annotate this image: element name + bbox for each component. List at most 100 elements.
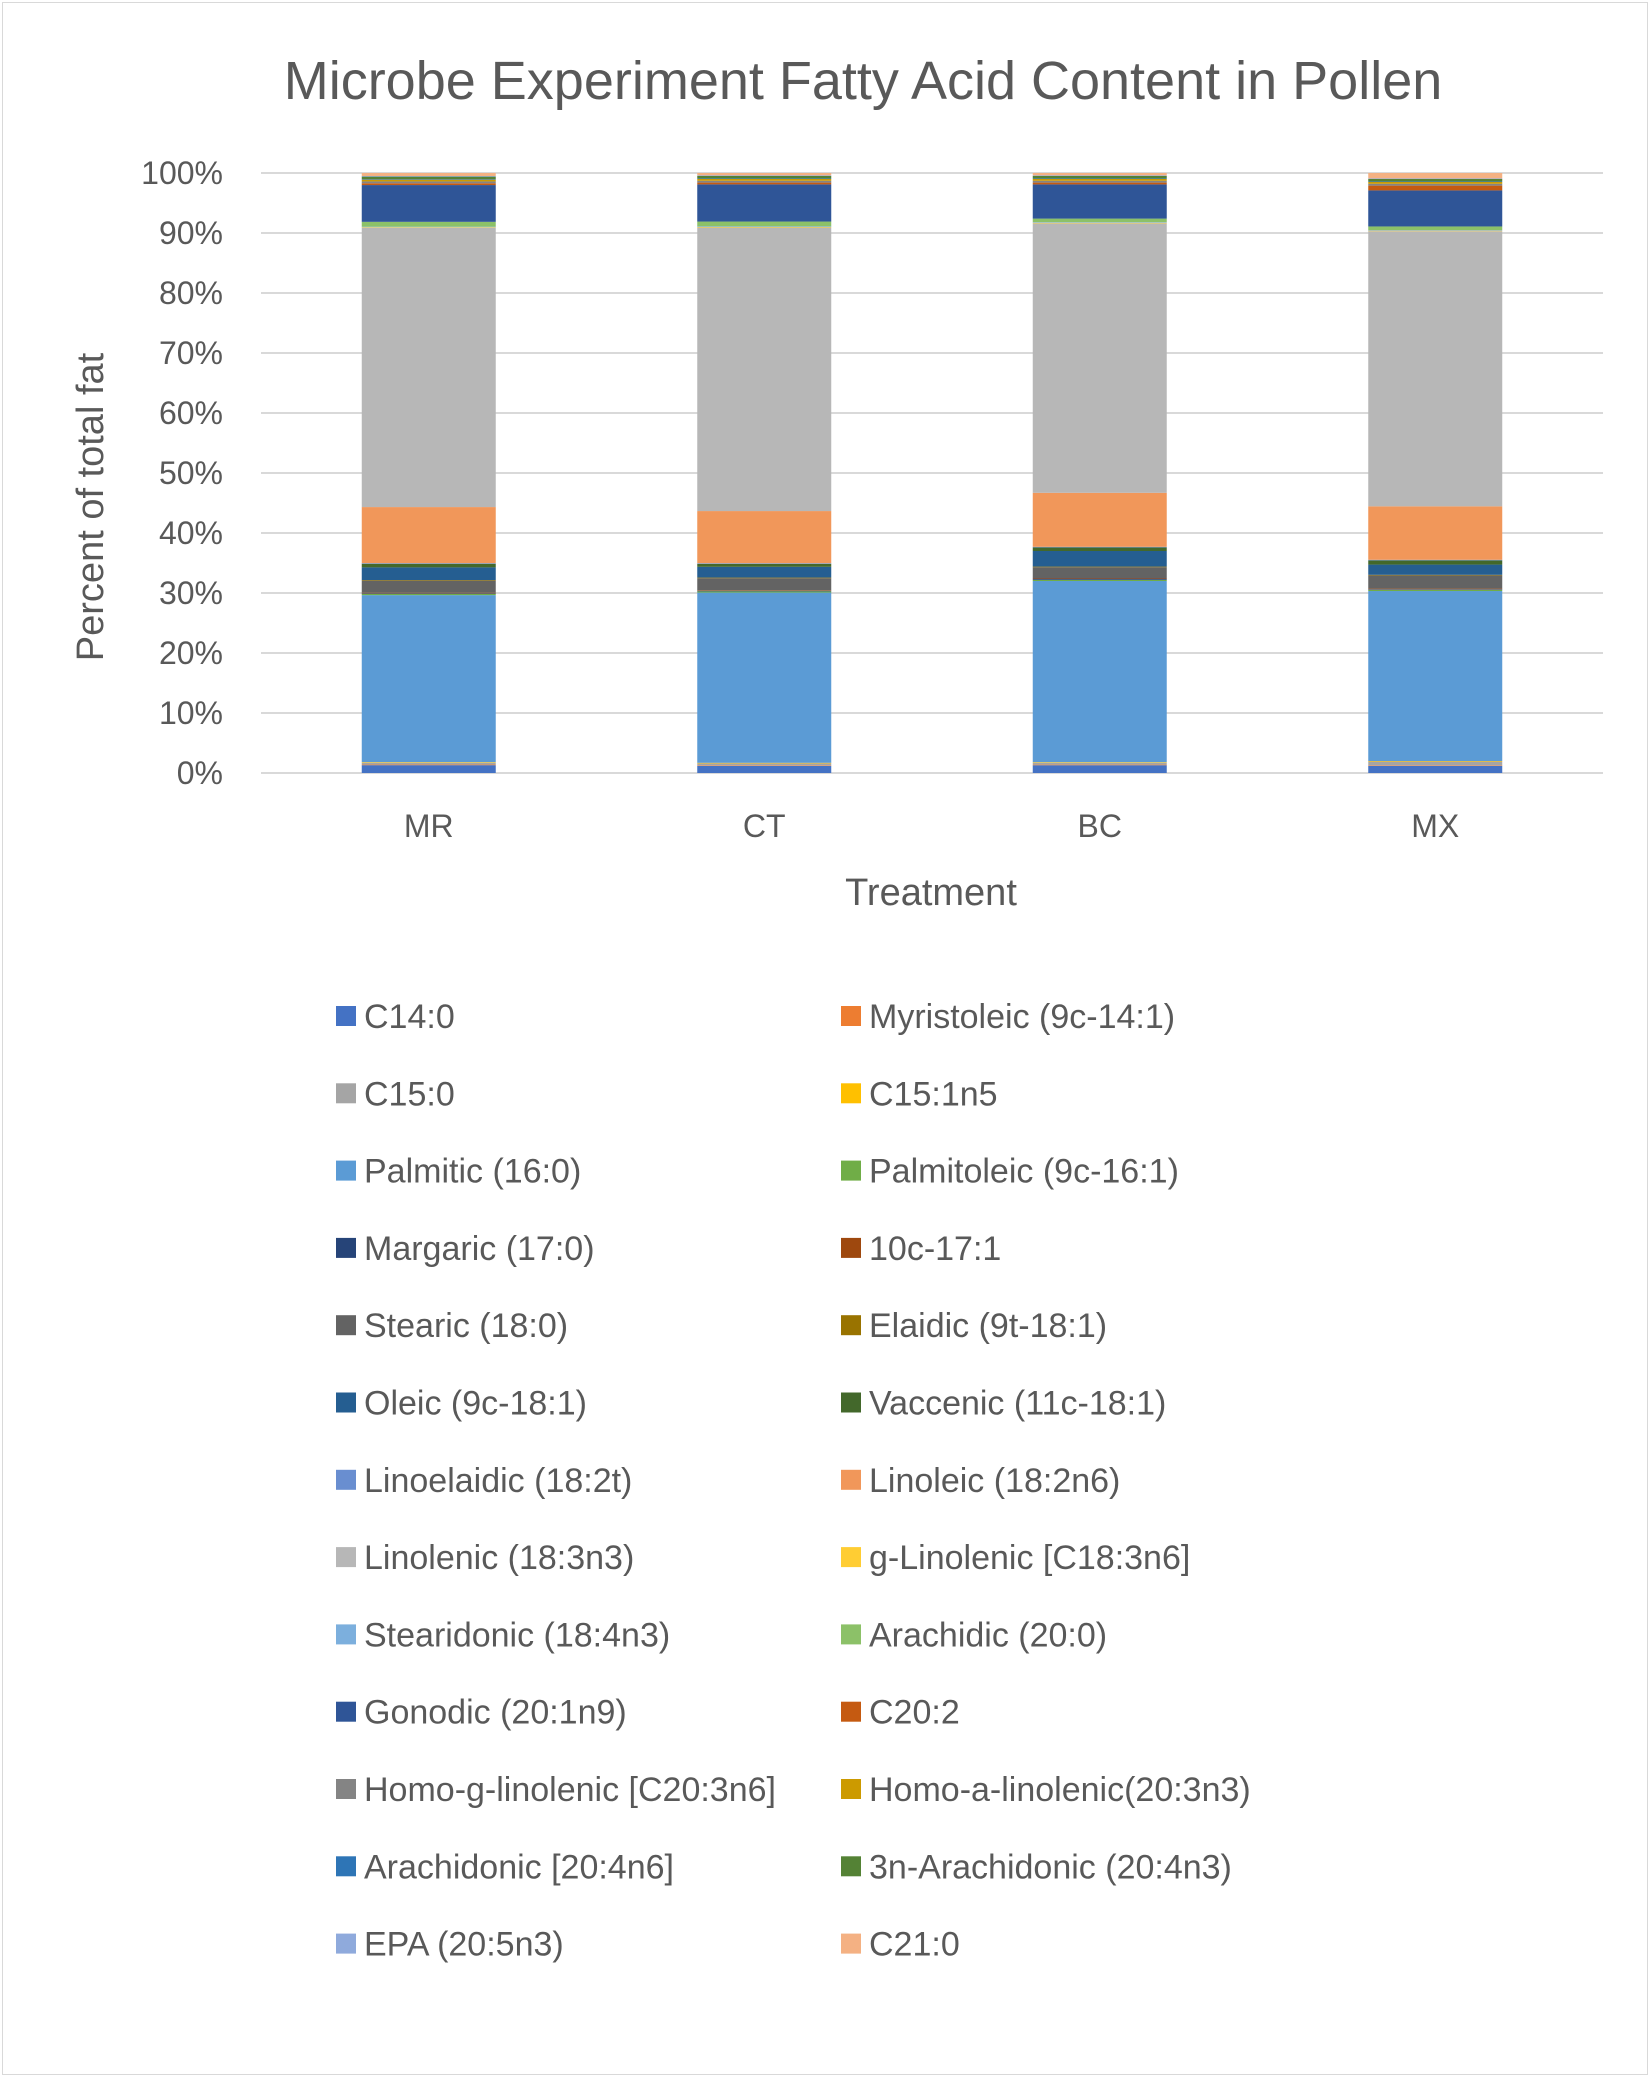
bar-segment [1368, 182, 1503, 184]
y-axis-title: Percent of total fat [70, 352, 112, 661]
bar-segment [1032, 178, 1167, 179]
legend-swatch [841, 1701, 861, 1722]
bar-segment [697, 563, 832, 567]
bar-segment [361, 765, 496, 773]
legend-item: Myristoleic (9c-14:1) [841, 998, 1175, 1036]
bar-segment [361, 595, 496, 763]
bar-segment [1032, 546, 1167, 548]
legend-swatch [841, 1469, 861, 1490]
bar-segment [1032, 175, 1167, 176]
legend-label: 3n-Arachidonic (20:4n3) [869, 1848, 1232, 1886]
legend-label: EPA (20:5n3) [364, 1926, 564, 1964]
legend-swatch [841, 1856, 861, 1877]
bar-segment [1032, 764, 1167, 766]
legend-swatch [336, 1083, 356, 1104]
bar-segment [361, 593, 496, 596]
legend-label: C15:1n5 [869, 1075, 998, 1113]
legend-label: Homo-g-linolenic [C20:3n6] [364, 1771, 776, 1809]
legend-swatch [336, 1779, 356, 1799]
legend-item: Arachidic (20:0) [841, 1616, 1107, 1654]
bar-segment [697, 590, 832, 591]
bar-segment [1368, 761, 1503, 766]
bar-segment [361, 580, 496, 593]
bar-segment [361, 185, 496, 222]
bar-segment [1032, 566, 1167, 568]
bar-segment [697, 591, 832, 593]
legend-swatch [841, 1315, 861, 1336]
bar-segment [361, 176, 496, 177]
legend-item: C14:0 [336, 998, 455, 1036]
chart-canvas: Microbe Experiment Fatty Acid Content in… [70, 51, 1603, 1964]
legend-label: Margaric (17:0) [364, 1230, 595, 1268]
bar-segment [361, 173, 496, 177]
bar-segment [1032, 579, 1167, 581]
legend-item: Linoleic (18:2n6) [841, 1462, 1120, 1500]
bar-segment [697, 175, 832, 176]
legend-item: Palmitoleic (9c-16:1) [841, 1153, 1179, 1191]
bar-segment [697, 765, 832, 773]
bar-segment [361, 181, 496, 184]
bar-segment [1368, 564, 1503, 575]
legend-swatch [841, 1237, 861, 1258]
bar-segment [1368, 190, 1503, 227]
y-tick-label: 0% [177, 755, 223, 791]
bar-segment [697, 178, 832, 179]
legend-swatch [336, 1392, 356, 1413]
bar-segment [697, 566, 832, 578]
bar-segment [1032, 551, 1167, 567]
bar-segment [697, 563, 832, 564]
bar-segment [1032, 223, 1167, 493]
y-tick-label: 60% [159, 395, 223, 431]
legend-swatch [841, 1933, 861, 1954]
legend-label: Arachidonic [20:4n6] [364, 1848, 674, 1886]
bar-segment [1368, 760, 1503, 762]
bar-segment [1032, 180, 1167, 183]
x-tick-label: MR [404, 808, 454, 844]
legend-label: g-Linolenic [C18:3n6] [869, 1539, 1190, 1577]
bar-segment [361, 563, 496, 568]
bar-segment [1368, 765, 1503, 766]
legend-swatch [841, 1160, 861, 1181]
bar-segment [697, 173, 832, 176]
bar-segment [361, 227, 496, 508]
bar-segment [361, 563, 496, 564]
y-tick-label: 70% [159, 335, 223, 371]
legend-swatch [841, 1547, 861, 1568]
bar-segment [361, 592, 496, 594]
y-tick-label: 50% [159, 455, 223, 491]
legend-label: C21:0 [869, 1926, 960, 1964]
y-tick-label: 20% [159, 635, 223, 671]
legend-swatch [336, 1701, 356, 1722]
bar-stack-mx [1368, 173, 1503, 773]
legend-item: Vaccenic (11c-18:1) [841, 1385, 1166, 1423]
legend-item: C20:2 [841, 1694, 960, 1732]
bar-segment [697, 577, 832, 579]
bar-segment [1368, 173, 1503, 179]
bar-segment [361, 762, 496, 765]
legend-label: Oleic (9c-18:1) [364, 1385, 587, 1423]
bar-segment [1368, 560, 1503, 565]
bar-segment [697, 182, 832, 185]
bar-stack-ct [697, 173, 832, 773]
bar-segment [1368, 185, 1503, 191]
legend-label: Homo-a-linolenic(20:3n3) [869, 1771, 1251, 1809]
bar-segment [1032, 492, 1167, 547]
bar-segment [697, 184, 832, 222]
bar-segment [361, 227, 496, 228]
bar-stack-bc [1032, 173, 1167, 773]
bar-segment [1368, 574, 1503, 576]
legend-label: Gonodic (20:1n9) [364, 1694, 627, 1732]
bar-segment [1032, 173, 1167, 176]
bars [361, 173, 1503, 773]
legend-label: C20:2 [869, 1694, 960, 1732]
bar-segment [1368, 589, 1503, 592]
legend-swatch [336, 1006, 356, 1026]
bar-segment [1368, 589, 1503, 590]
bar-segment [697, 592, 832, 763]
bar-segment [697, 763, 832, 766]
legend-item: Linolenic (18:3n3) [336, 1539, 634, 1577]
bar-segment [1032, 581, 1167, 763]
bar-segment [1368, 765, 1503, 773]
legend-swatch [336, 1933, 356, 1954]
legend-item: EPA (20:5n3) [336, 1926, 564, 1964]
